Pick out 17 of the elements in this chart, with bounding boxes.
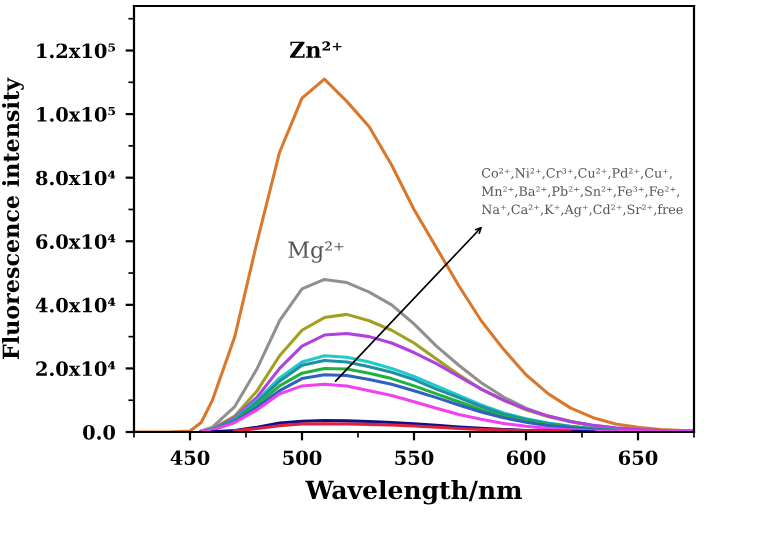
y-tick-label: 1.0x10⁵ bbox=[37, 107, 116, 122]
line-series bbox=[199, 382, 694, 432]
x-tick-label: 600 bbox=[506, 450, 546, 466]
y-tick-label: 2.0x10⁴ bbox=[36, 361, 116, 377]
y-tick-label: 4.0x10⁴ bbox=[35, 297, 116, 313]
x-axis-title: Wavelength/nm bbox=[305, 479, 522, 505]
y-axis-title: Fluorescence intensity bbox=[2, 77, 24, 359]
y-tick-label: 8.0x10⁴ bbox=[35, 170, 116, 186]
series-label: Zn²⁺ bbox=[289, 41, 342, 58]
x-tick-label: 650 bbox=[618, 450, 658, 466]
x-tick-label: 450 bbox=[170, 450, 210, 466]
y-tick-label: 6.0x10⁴ bbox=[36, 234, 116, 249]
series-label: Mg²⁺ bbox=[288, 241, 344, 263]
y-tick-label: 0.0 bbox=[83, 424, 116, 440]
x-tick-label: 500 bbox=[283, 450, 322, 466]
y-tick-label: 1.2x10⁵ bbox=[37, 43, 116, 59]
x-tick-label: 550 bbox=[395, 450, 434, 466]
